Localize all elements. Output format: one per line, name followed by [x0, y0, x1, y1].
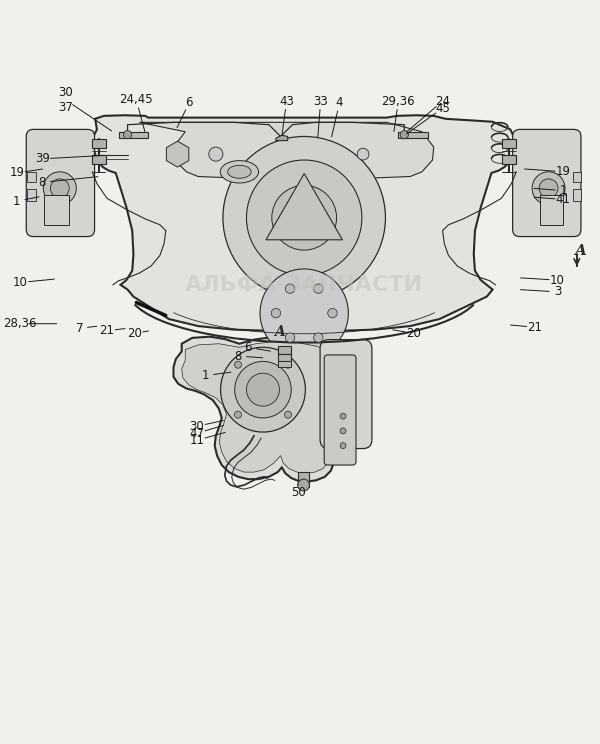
Bar [298, 472, 309, 487]
FancyBboxPatch shape [26, 129, 95, 237]
Bar [502, 155, 516, 164]
Bar [92, 155, 106, 164]
Text: 10: 10 [550, 274, 565, 286]
Text: 4: 4 [336, 97, 343, 109]
Circle shape [272, 185, 337, 250]
Text: 6: 6 [185, 96, 193, 109]
Circle shape [271, 309, 281, 318]
Text: 20: 20 [406, 327, 421, 340]
FancyBboxPatch shape [324, 355, 356, 465]
Ellipse shape [227, 165, 251, 179]
Text: 43: 43 [279, 94, 294, 108]
Circle shape [223, 136, 385, 299]
Bar [278, 362, 290, 368]
Circle shape [247, 160, 362, 275]
Text: 8: 8 [38, 176, 46, 189]
Bar [278, 346, 290, 354]
Circle shape [539, 179, 558, 198]
Bar [44, 196, 68, 225]
Text: 28,36: 28,36 [4, 317, 37, 330]
FancyBboxPatch shape [320, 339, 372, 449]
Circle shape [43, 172, 76, 205]
Text: 6: 6 [244, 341, 252, 353]
Bar [119, 132, 148, 138]
Circle shape [328, 309, 337, 318]
Bar [502, 139, 516, 148]
Polygon shape [173, 337, 350, 481]
Text: 29,36: 29,36 [382, 94, 415, 108]
Text: 41: 41 [556, 193, 571, 206]
Text: 20: 20 [127, 327, 142, 340]
Circle shape [221, 347, 305, 432]
Polygon shape [92, 115, 515, 332]
Text: 19: 19 [10, 167, 25, 179]
Text: 24,45: 24,45 [119, 94, 153, 106]
Circle shape [286, 284, 295, 293]
Text: 7: 7 [76, 322, 83, 335]
Text: 24: 24 [435, 94, 450, 108]
Text: 10: 10 [13, 276, 28, 289]
Circle shape [50, 179, 69, 198]
Circle shape [124, 131, 131, 139]
Text: 30: 30 [190, 420, 205, 433]
Circle shape [314, 284, 323, 293]
Text: 1: 1 [202, 369, 209, 382]
Text: 39: 39 [35, 153, 50, 165]
Bar [398, 132, 428, 138]
Text: 30
37: 30 37 [58, 86, 73, 114]
Circle shape [247, 373, 280, 406]
Circle shape [286, 333, 295, 342]
Bar [540, 196, 563, 225]
Circle shape [235, 362, 291, 418]
Circle shape [260, 269, 349, 357]
Text: 21: 21 [527, 321, 542, 334]
Circle shape [340, 428, 346, 434]
Circle shape [284, 411, 292, 418]
Polygon shape [139, 122, 434, 181]
Text: 47: 47 [190, 427, 205, 440]
Circle shape [298, 479, 310, 491]
Circle shape [314, 333, 323, 342]
Text: A: A [274, 325, 285, 339]
Polygon shape [182, 341, 342, 473]
Text: 1: 1 [560, 184, 567, 197]
Circle shape [235, 361, 242, 368]
Text: 3: 3 [554, 286, 561, 298]
Text: 21: 21 [100, 324, 115, 337]
Text: 50: 50 [291, 487, 305, 499]
Text: 11: 11 [190, 434, 205, 447]
Circle shape [357, 148, 369, 160]
Text: 19: 19 [556, 165, 571, 179]
Polygon shape [276, 135, 288, 141]
Ellipse shape [220, 161, 259, 183]
Text: A: A [574, 244, 586, 257]
Circle shape [235, 411, 242, 418]
Bar [573, 190, 581, 201]
Text: 8: 8 [235, 350, 242, 362]
Bar [92, 139, 106, 148]
Circle shape [340, 443, 346, 449]
Circle shape [532, 172, 565, 205]
Circle shape [284, 361, 292, 368]
Bar [573, 172, 581, 182]
Text: 1: 1 [13, 195, 20, 208]
Circle shape [400, 131, 409, 139]
Polygon shape [266, 173, 343, 240]
Text: АЛЬФА-ЗАПЧАСТИ: АЛЬФА-ЗАПЧАСТИ [185, 275, 423, 295]
Circle shape [340, 413, 346, 419]
Bar [278, 354, 290, 362]
Bar [28, 172, 35, 182]
Text: 45: 45 [435, 102, 450, 115]
Polygon shape [166, 141, 189, 167]
FancyBboxPatch shape [512, 129, 581, 237]
Text: 33: 33 [313, 94, 328, 108]
Circle shape [209, 147, 223, 161]
Bar [28, 190, 35, 201]
